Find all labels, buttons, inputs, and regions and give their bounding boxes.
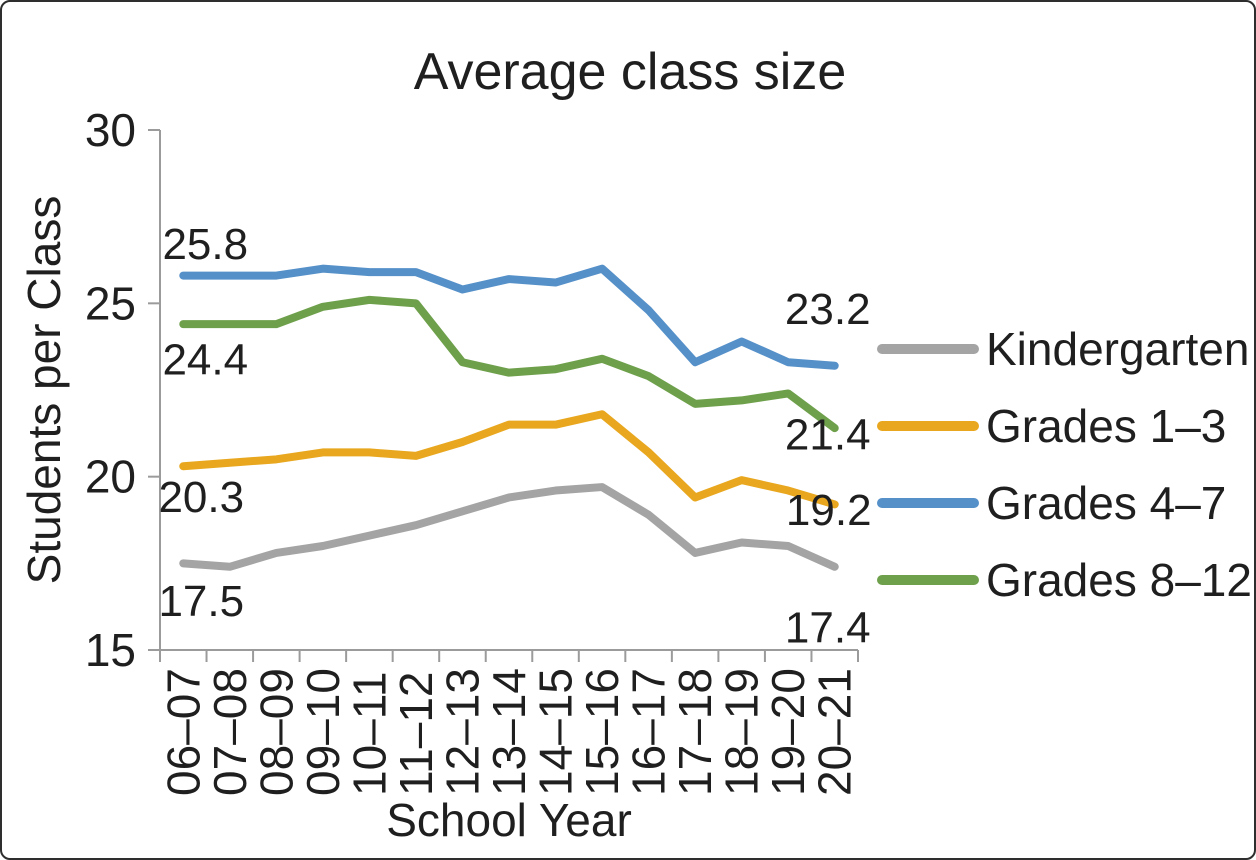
x-tick-label: 10–11	[343, 671, 395, 796]
x-tick-label: 12–13	[436, 668, 488, 796]
x-tick-label: 07–08	[204, 668, 256, 796]
y-tick-label: 15	[85, 624, 136, 676]
axis-spines	[159, 130, 858, 651]
series-line-grades-4-7	[179, 264, 839, 370]
data-label: 17.4	[785, 603, 871, 652]
series-line-grades-8-12	[179, 295, 839, 433]
data-label: 21.4	[785, 411, 871, 460]
legend-label: Kindergarten	[986, 323, 1249, 375]
series-line-kindergarten	[179, 483, 839, 571]
legend: Kindergarten Grades 1–3 Grades 4–7 Grades 8…	[877, 323, 1252, 606]
data-label: 17.5	[158, 577, 244, 626]
data-label: 19.2	[786, 486, 872, 535]
y-tick-label: 30	[85, 104, 136, 156]
y-tick-label: 25	[85, 277, 136, 329]
series-line-grades-1-3	[179, 410, 839, 509]
legend-label: Grades 8–12	[986, 554, 1252, 606]
data-label: 24.4	[162, 336, 248, 385]
x-tick-label: 14–15	[530, 668, 582, 796]
y-axis-title: Students per Class	[18, 196, 70, 585]
x-tick-label: 11–12	[390, 671, 442, 796]
data-label: 23.2	[785, 285, 871, 334]
chart-title: Average class size	[414, 43, 847, 101]
x-tick-label: 16–17	[623, 668, 675, 796]
x-tick-label: 20–21	[809, 668, 861, 796]
x-tick-label: 13–14	[483, 668, 535, 796]
x-axis-title: School Year	[386, 794, 632, 846]
legend-label: Grades 4–7	[986, 477, 1226, 529]
x-tick-label: 19–20	[762, 668, 814, 796]
x-tick-label: 09–10	[297, 668, 349, 796]
data-label: 20.3	[158, 473, 244, 522]
series-lines	[179, 264, 839, 571]
y-tick-label: 20	[85, 451, 136, 503]
data-label: 25.8	[162, 220, 248, 269]
y-tick-labels: 15 20 25 30	[85, 104, 136, 676]
x-tick-label: 17–18	[669, 668, 721, 796]
legend-label: Grades 1–3	[986, 400, 1226, 452]
axes	[148, 129, 859, 662]
x-tick-labels: 06–0707–0808–0909–1010–1111–1212–1313–14…	[157, 668, 860, 796]
x-tick-label: 08–09	[250, 668, 302, 796]
x-tick-label: 15–16	[576, 668, 628, 796]
x-tick-label: 06–07	[157, 668, 209, 796]
point-labels: 25.8 24.4 20.3 17.5 23.2 21.4 19.2 17.4	[158, 220, 871, 652]
x-tick-label: 18–19	[716, 668, 768, 796]
